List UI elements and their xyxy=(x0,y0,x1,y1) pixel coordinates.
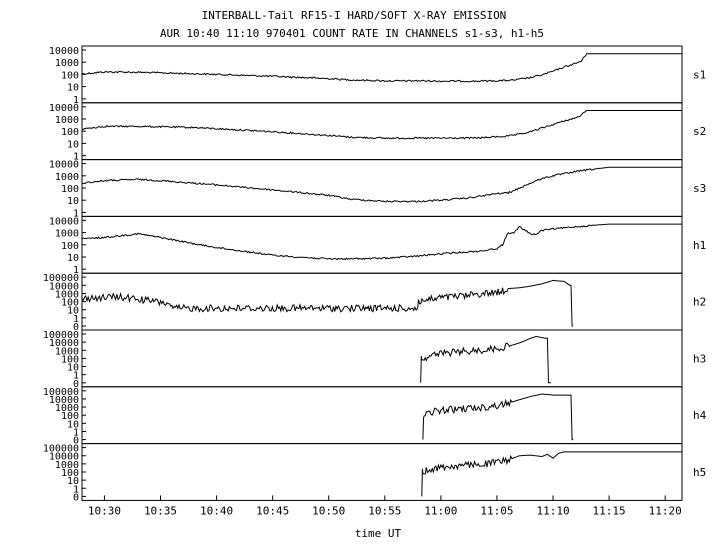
x-tick-label: 11:10 xyxy=(536,504,569,517)
series-label: h4 xyxy=(693,409,707,422)
panel-frame xyxy=(81,102,683,161)
y-tick-label: 10 xyxy=(67,419,79,430)
x-tick-label: 10:55 xyxy=(368,504,401,517)
y-tick-label: 10000 xyxy=(49,216,79,227)
series-line-h4 xyxy=(422,393,574,441)
y-tick-label: 10000 xyxy=(49,395,79,406)
y-tick-label: 1000 xyxy=(55,403,79,414)
y-tick-label: 1000 xyxy=(55,460,79,471)
y-tick-label: 1 xyxy=(73,208,79,219)
series-line-h3 xyxy=(420,335,551,384)
y-tick-label: 100 xyxy=(61,184,79,195)
series-line-h1 xyxy=(81,223,682,261)
series-label: h2 xyxy=(693,296,706,309)
chart-subtitle: AUR 10:40 11:10 970401 COUNT RATE IN CHA… xyxy=(160,27,544,40)
y-tick-label: 1000 xyxy=(55,172,79,183)
y-tick-label: 1000 xyxy=(55,115,79,126)
series-label: s1 xyxy=(693,68,706,81)
chart-title: INTERBALL-Tail RF15-I HARD/SOFT X-RAY EM… xyxy=(202,9,507,22)
x-tick-label: 10:45 xyxy=(256,504,289,517)
y-tick-label: 10000 xyxy=(49,103,79,114)
x-tick-label: 11:20 xyxy=(649,504,682,517)
y-tick-label: 100000 xyxy=(43,273,79,284)
x-tick-label: 10:50 xyxy=(312,504,345,517)
y-tick-label: 1 xyxy=(73,371,79,382)
y-tick-label: 1 xyxy=(73,265,79,276)
y-tick-label: 10 xyxy=(67,196,79,207)
y-tick-label: 100 xyxy=(61,241,79,252)
y-tick-label: 100 xyxy=(61,354,79,365)
y-tick-label: 1000 xyxy=(55,58,79,69)
series-label: h1 xyxy=(693,239,706,252)
y-tick-label: 1000 xyxy=(55,346,79,357)
y-tick-label: 10000 xyxy=(49,160,79,171)
series-label: h3 xyxy=(693,352,706,365)
y-tick-label: 10 xyxy=(67,83,79,94)
x-tick-label: 10:35 xyxy=(144,504,177,517)
y-tick-label: 10000 xyxy=(49,46,79,57)
y-tick-label: 1 xyxy=(73,427,79,438)
panel-frame xyxy=(81,159,683,217)
panel-frame xyxy=(81,329,683,388)
y-tick-label: 10 xyxy=(67,253,79,264)
x-tick-label: 11:00 xyxy=(424,504,457,517)
y-tick-label: 100 xyxy=(61,70,79,81)
series-label: s3 xyxy=(693,182,706,195)
y-tick-label: 0 xyxy=(73,492,79,503)
x-tick-label: 10:30 xyxy=(88,504,121,517)
y-tick-label: 100 xyxy=(61,468,79,479)
series-line-h2 xyxy=(81,279,574,327)
y-tick-label: 0 xyxy=(73,436,79,447)
y-tick-label: 100 xyxy=(61,411,79,422)
panels: 100001000100101s1100001000100101s2100001… xyxy=(43,45,707,503)
y-tick-label: 100000 xyxy=(43,387,79,398)
y-tick-label: 1 xyxy=(73,95,79,106)
y-tick-label: 100000 xyxy=(43,330,79,341)
x-tick-label: 11:15 xyxy=(593,504,626,517)
series-line-s1 xyxy=(81,53,682,83)
x-tick-label: 10:40 xyxy=(200,504,233,517)
panel-frame xyxy=(81,272,683,331)
x-axis: 10:30 10:35 10:40 10:45 10:50 10:55 11:00 11:05… xyxy=(88,495,682,517)
y-tick-label: 10 xyxy=(67,476,79,487)
y-tick-label: 10000 xyxy=(49,338,79,349)
x-axis-label: time UT xyxy=(355,527,402,540)
y-tick-label: 0 xyxy=(73,379,79,390)
y-tick-label: 100000 xyxy=(43,444,79,455)
panel-frame xyxy=(81,45,683,104)
panel-frame xyxy=(81,386,683,445)
y-tick-label: 10000 xyxy=(49,452,79,463)
y-tick-label: 1000 xyxy=(55,289,79,300)
y-tick-label: 100 xyxy=(61,127,79,138)
y-tick-label: 1 xyxy=(73,314,79,325)
y-tick-label: 100 xyxy=(61,298,79,309)
series-label: h5 xyxy=(693,466,706,479)
y-tick-label: 10000 xyxy=(49,281,79,292)
y-tick-label: 10 xyxy=(67,363,79,374)
y-tick-label: 10 xyxy=(67,306,79,317)
y-tick-label: 0 xyxy=(73,322,79,333)
y-tick-label: 1000 xyxy=(55,229,79,240)
y-tick-label: 1 xyxy=(73,484,79,495)
series-line-s2 xyxy=(82,110,682,140)
series-line-s3 xyxy=(81,166,682,203)
series-line-h5 xyxy=(421,451,682,497)
y-tick-label: 10 xyxy=(67,139,79,150)
y-tick-label: 1 xyxy=(73,152,79,163)
x-tick-label: 11:05 xyxy=(480,504,513,517)
series-label: s2 xyxy=(693,125,706,138)
